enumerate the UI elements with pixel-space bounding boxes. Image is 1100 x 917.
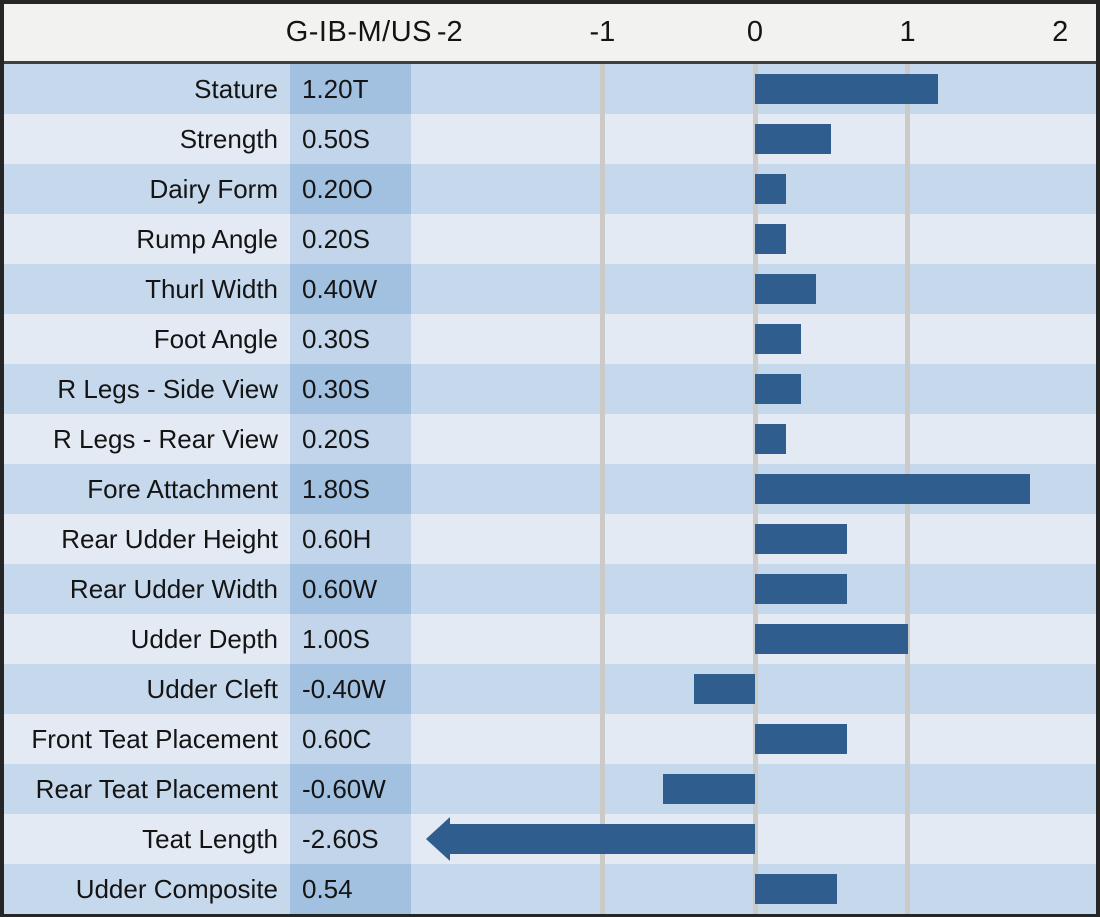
trait-bar-track	[411, 414, 1096, 464]
trait-label: Thurl Width	[145, 274, 278, 304]
trait-bar-track	[411, 714, 1096, 764]
trait-bar-track	[411, 264, 1096, 314]
trait-value: 0.30S	[290, 314, 411, 364]
trait-value: 1.20T	[290, 64, 411, 114]
trait-label: Rear Teat Placement	[35, 774, 278, 804]
table-row: Foot Angle 0.30S	[4, 314, 1096, 364]
trait-bar	[755, 624, 908, 654]
trait-bar	[755, 424, 786, 454]
trait-bar	[693, 674, 755, 704]
table-row: Rear Teat Placement -0.60W	[4, 764, 1096, 814]
trait-bar	[755, 724, 847, 754]
trait-label: Udder Cleft	[146, 674, 279, 704]
trait-bar-track	[411, 814, 1096, 864]
trait-bar	[755, 324, 801, 354]
trait-label: Rump Angle	[136, 224, 278, 254]
trait-bar	[755, 124, 832, 154]
trait-value: 1.80S	[290, 464, 411, 514]
trait-bar	[755, 874, 838, 904]
trait-label: Teat Length	[142, 824, 278, 854]
table-row: Fore Attachment 1.80S	[4, 464, 1096, 514]
trait-bar	[755, 524, 847, 554]
trait-label: Strength	[179, 124, 278, 154]
trait-bar-track	[411, 464, 1096, 514]
trait-value: -0.40W	[290, 664, 411, 714]
trait-value: 0.60C	[290, 714, 411, 764]
trait-bar	[755, 74, 939, 104]
trait-label: Stature	[194, 74, 278, 104]
table-row: Strength 0.50S	[4, 114, 1096, 164]
trait-bar-track	[411, 214, 1096, 264]
trait-bar	[755, 574, 847, 604]
trait-label: Udder Depth	[130, 624, 278, 654]
trait-bar-track	[411, 314, 1096, 364]
table-row: Front Teat Placement 0.60C	[4, 714, 1096, 764]
table-row: Rump Angle 0.20S	[4, 214, 1096, 264]
trait-bar-track	[411, 764, 1096, 814]
trait-bar-track	[411, 614, 1096, 664]
trait-value: 0.60W	[290, 564, 411, 614]
trait-label: Fore Attachment	[87, 474, 278, 504]
table-row: Rear Udder Width 0.60W	[4, 564, 1096, 614]
trait-label: Udder Composite	[75, 874, 278, 904]
table-row: Dairy Form 0.20O	[4, 164, 1096, 214]
axis-tick-label: 2	[1052, 16, 1069, 48]
left-arrow-icon	[425, 817, 450, 861]
trait-label: R Legs - Side View	[57, 374, 278, 404]
trait-bar-track	[411, 514, 1096, 564]
trait-value: 0.50S	[290, 114, 411, 164]
table-row: Thurl Width 0.40W	[4, 264, 1096, 314]
trait-value: 1.00S	[290, 614, 411, 664]
trait-value: 0.60H	[290, 514, 411, 564]
trait-bar	[755, 374, 801, 404]
table-row: Udder Cleft -0.40W	[4, 664, 1096, 714]
axis-tick-label: 0	[746, 16, 764, 48]
trait-bar-track	[411, 164, 1096, 214]
table-row: Udder Depth 1.00S	[4, 614, 1096, 664]
trait-bar	[755, 174, 786, 204]
trait-bar-clipped	[449, 824, 755, 854]
trait-bar	[755, 274, 817, 304]
trait-value: 0.30S	[290, 364, 411, 414]
trait-bar	[663, 774, 755, 804]
trait-bar-track	[411, 114, 1096, 164]
chart-header: G-IB-M/US -2 -1 0 1 2	[4, 4, 1096, 64]
table-row: Stature 1.20T	[4, 64, 1096, 114]
axis-tick-label: 1	[899, 16, 916, 48]
trait-value: 0.20S	[290, 214, 411, 264]
table-row: R Legs - Rear View 0.20S	[4, 414, 1096, 464]
trait-bar	[755, 224, 786, 254]
table-row: Udder Composite 0.54	[4, 864, 1096, 914]
trait-value: -2.60S	[290, 814, 411, 864]
table-row: Rear Udder Height 0.60H	[4, 514, 1096, 564]
trait-value: -0.60W	[290, 764, 411, 814]
trait-value: 0.54	[290, 864, 411, 914]
table-row: R Legs - Side View 0.30S	[4, 364, 1096, 414]
trait-value: 0.40W	[290, 264, 411, 314]
scale-title: G-IB-M/US	[285, 16, 432, 48]
axis-tick-label: -2	[436, 16, 463, 48]
trait-label: Dairy Form	[149, 174, 278, 204]
trait-rows: Stature 1.20T Strength 0.50S Dairy Form 0.20O…	[4, 64, 1096, 914]
trait-bar-track	[411, 364, 1096, 414]
table-row: Teat Length -2.60S	[4, 814, 1096, 864]
trait-label: Rear Udder Width	[69, 574, 278, 604]
trait-label: Rear Udder Height	[61, 524, 278, 554]
trait-bar-track	[411, 64, 1096, 114]
trait-bar-track	[411, 564, 1096, 614]
trait-label: Front Teat Placement	[31, 724, 278, 754]
trait-bar	[755, 474, 1030, 504]
trait-value: 0.20O	[290, 164, 411, 214]
axis-tick-label: -1	[589, 16, 616, 48]
trait-value: 0.20S	[290, 414, 411, 464]
trait-label: R Legs - Rear View	[53, 424, 278, 454]
trait-bar-track	[411, 864, 1096, 914]
trait-bar-track	[411, 664, 1096, 714]
trait-label: Foot Angle	[153, 324, 278, 354]
